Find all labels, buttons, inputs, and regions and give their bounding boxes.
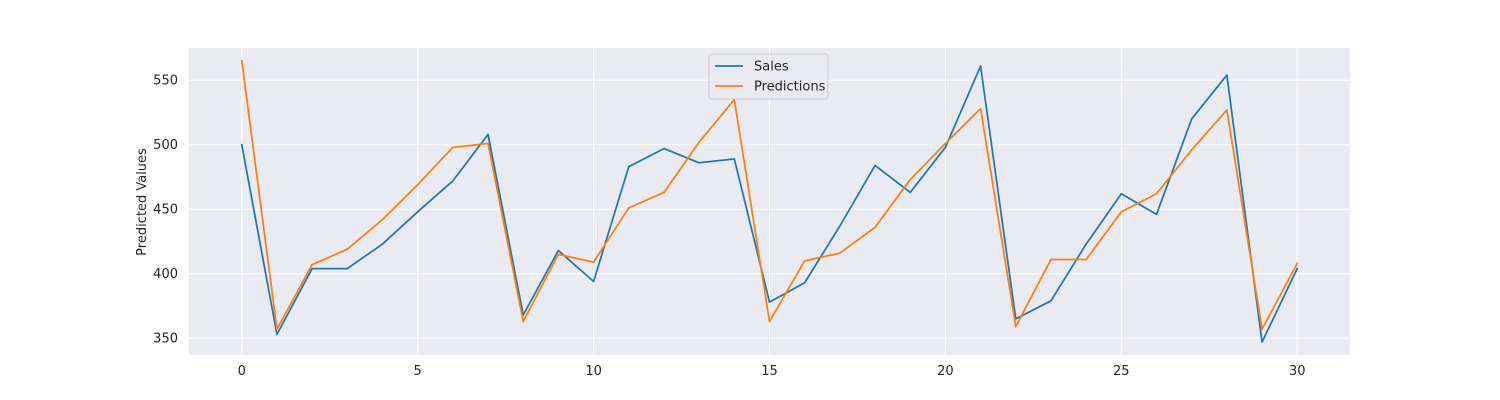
- y-axis-label: Predicted Values: [135, 148, 150, 256]
- y-tick-label: 450: [153, 203, 178, 218]
- x-tick-label: 30: [1289, 364, 1306, 379]
- grid-lines: [189, 48, 1350, 355]
- legend-label: Sales: [754, 60, 789, 75]
- x-tick-label: 10: [585, 364, 602, 379]
- y-tick-label: 350: [153, 332, 178, 347]
- series-line-predictions: [240, 59, 1299, 331]
- series-line-sales: [240, 65, 1299, 343]
- x-tick-label: 15: [761, 364, 778, 379]
- series-lines: [240, 59, 1299, 343]
- y-tick-label: 400: [153, 267, 178, 282]
- y-tick-label: 500: [153, 138, 178, 153]
- x-axis-ticks: 0 5 10 15 20 25 30: [238, 364, 1306, 379]
- legend-label: Predictions: [754, 80, 826, 95]
- legend: Sales Predictions: [708, 53, 829, 100]
- x-tick-label: 20: [937, 364, 954, 379]
- y-tick-label: 550: [153, 74, 178, 89]
- x-tick-label: 0: [238, 364, 246, 379]
- x-tick-label: 25: [1113, 364, 1130, 379]
- x-tick-label: 5: [414, 364, 422, 379]
- y-axis-ticks: 350 400 450 500 550: [153, 74, 178, 347]
